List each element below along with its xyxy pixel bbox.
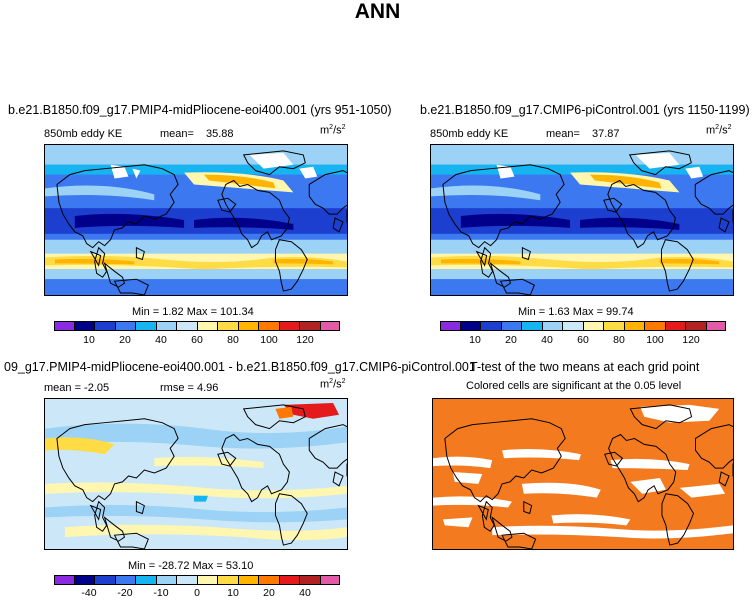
panel3-colorbar (54, 575, 340, 585)
panel3-cbar-tick: 20 (263, 587, 275, 599)
panel3-cbar-tick: 0 (194, 587, 200, 599)
panel3-cbar-tick: 10 (227, 587, 239, 599)
panel3-cbar-tick: -40 (81, 587, 97, 599)
panel3-title: 09_g17.PMIP4-midPliocene-eoi400.001 - b.… (4, 360, 474, 374)
panel4-map (432, 398, 734, 550)
panel2-variable-label: 850mb eddy KE (430, 128, 509, 140)
panel2-cbar-tick: 120 (682, 334, 700, 346)
panel2-minmax: Min = 1.63 Max = 99.74 (518, 306, 634, 318)
panel1-map (44, 144, 348, 296)
panel1-colorbar (54, 321, 340, 331)
panel1-mean-value: 35.88 (206, 128, 234, 140)
figure-title: ANN (354, 0, 401, 23)
panel2-cbar-tick: 10 (469, 334, 481, 346)
panel1-variable-label: 850mb eddy KE (44, 128, 123, 140)
panel1-minmax: Min = 1.82 Max = 101.34 (132, 306, 254, 318)
panel3-mean: mean = -2.05 (44, 382, 110, 394)
panel1-cbar-tick: 80 (227, 334, 239, 346)
panel3-cbar-tick: -20 (117, 587, 133, 599)
panel4-subtitle: Colored cells are significant at the 0.0… (466, 380, 682, 392)
panel4-title: T-test of the two means at each grid poi… (470, 360, 700, 374)
panel1-cbar-tick: 10 (83, 334, 95, 346)
panel2-cbar-tick: 40 (541, 334, 553, 346)
panel3-cbar-tick: 40 (299, 587, 311, 599)
panel2-cbar-tick: 20 (505, 334, 517, 346)
panel2-units: m2/s2 (706, 124, 732, 137)
panel2-colorbar (440, 321, 726, 331)
panel3-units: m2/s2 (320, 378, 346, 391)
panel2-map (430, 144, 734, 296)
panel1-units: m2/s2 (320, 124, 346, 137)
panel2-title: b.e21.B1850.f09_g17.CMIP6-piControl.001 … (420, 103, 750, 117)
panel1-mean-label: mean= (160, 128, 194, 140)
panel1-cbar-tick: 120 (296, 334, 314, 346)
panel2-mean-value: 37.87 (592, 128, 620, 140)
panel3-map (44, 398, 348, 550)
panel3-rmse: rmse = 4.96 (160, 382, 219, 394)
panel2-cbar-tick: 80 (613, 334, 625, 346)
panel3-minmax: Min = -28.72 Max = 53.10 (128, 560, 254, 572)
panel1-cbar-tick: 100 (260, 334, 278, 346)
panel1-cbar-tick: 60 (191, 334, 203, 346)
panel2-mean-label: mean= (546, 128, 580, 140)
panel2-cbar-tick: 60 (577, 334, 589, 346)
panel3-cbar-tick: -10 (153, 587, 169, 599)
panel2-cbar-tick: 100 (646, 334, 664, 346)
panel1-cbar-tick: 20 (119, 334, 131, 346)
panel1-title: b.e21.B1850.f09_g17.PMIP4-midPliocene-eo… (8, 103, 392, 117)
panel1-cbar-tick: 40 (155, 334, 167, 346)
